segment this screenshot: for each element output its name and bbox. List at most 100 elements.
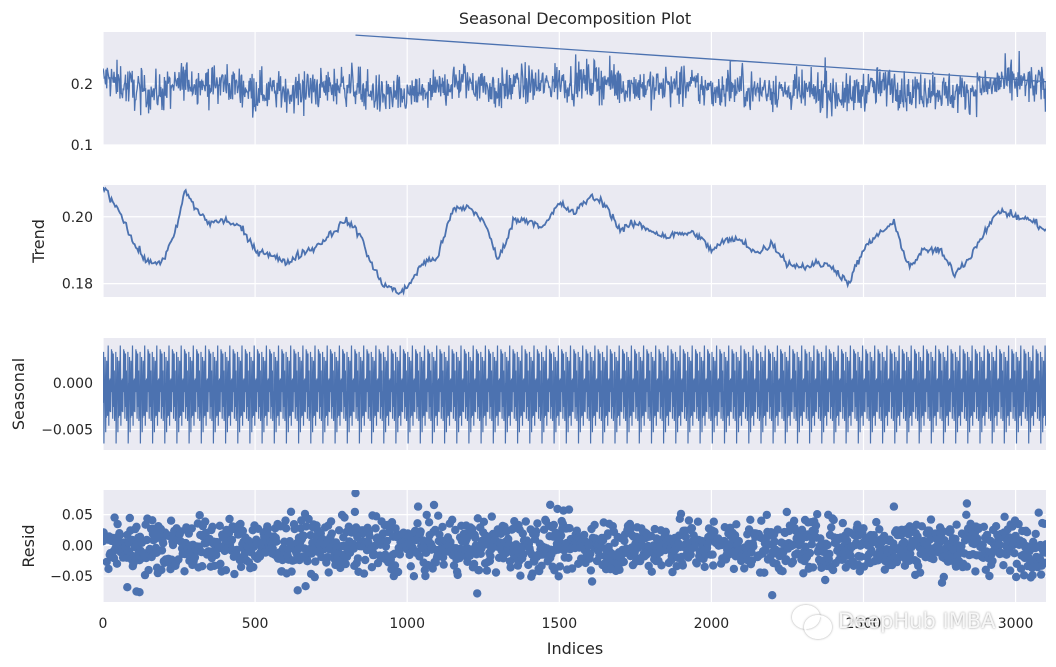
resid-point <box>351 490 360 498</box>
resid-point <box>142 535 151 545</box>
resid-point <box>190 553 200 562</box>
resid-point <box>198 562 207 571</box>
resid-point <box>549 520 558 530</box>
resid-point <box>225 514 234 524</box>
resid-point <box>148 516 157 525</box>
resid-point <box>709 517 718 526</box>
resid-point <box>875 525 884 534</box>
resid-point <box>353 554 363 563</box>
resid-point <box>227 535 237 545</box>
resid-point <box>710 527 719 536</box>
resid-point <box>294 544 303 554</box>
resid-point <box>123 583 132 592</box>
resid-point <box>371 524 380 533</box>
resid-point <box>438 553 448 562</box>
resid-point <box>473 514 482 523</box>
y-tick-label: −0.005 <box>41 422 93 438</box>
resid-point <box>761 546 770 555</box>
resid-point <box>778 567 787 576</box>
resid-point <box>112 559 122 568</box>
y-axis-title: Resid <box>19 524 38 567</box>
resid-point <box>236 519 245 529</box>
resid-point <box>281 524 291 533</box>
resid-point <box>195 511 204 520</box>
resid-point <box>506 563 515 572</box>
resid-point <box>1040 558 1046 567</box>
resid-point <box>567 564 577 573</box>
resid-point <box>1034 508 1043 517</box>
x-tick-label: 1500 <box>541 616 577 632</box>
resid-point <box>770 537 779 546</box>
resid-point <box>187 524 196 533</box>
resid-point <box>1041 540 1046 549</box>
resid-point <box>554 572 563 581</box>
resid-point <box>303 557 312 566</box>
resid-point <box>686 550 695 559</box>
resid-point <box>281 516 290 525</box>
resid-point <box>519 550 528 559</box>
resid-point <box>293 586 302 595</box>
resid-point <box>872 517 881 527</box>
resid-point <box>113 519 122 529</box>
resid-point <box>438 522 447 532</box>
resid-point <box>827 523 836 532</box>
resid-point <box>856 552 866 561</box>
x-tick-label: 1000 <box>389 616 425 632</box>
resid-point <box>906 549 915 558</box>
y-axis-title: Seasonal <box>9 358 28 430</box>
resid-point <box>367 563 377 572</box>
resid-point <box>1016 564 1026 573</box>
plot-area <box>103 186 1046 296</box>
resid-point <box>580 530 589 540</box>
resid-point <box>939 527 948 536</box>
resid-point <box>684 516 694 525</box>
resid-point <box>230 569 239 579</box>
resid-point <box>390 561 400 570</box>
resid-point <box>157 546 167 555</box>
resid-point <box>465 551 475 560</box>
resid-point <box>929 554 938 564</box>
resid-point <box>424 518 434 527</box>
trend-line <box>103 186 1046 296</box>
resid-point <box>676 509 686 519</box>
resid-point <box>789 516 799 525</box>
resid-point <box>435 530 444 539</box>
panels-group: 0.10.20.180.20Trend−0.0050.000Seasonal−0… <box>9 32 1046 632</box>
y-tick-label: −0.05 <box>50 569 93 585</box>
x-tick-label: 2000 <box>694 616 730 632</box>
panel-observed: 0.1 0.2 <box>71 32 1046 154</box>
resid-point <box>859 524 868 533</box>
resid-point <box>962 499 972 508</box>
resid-point <box>201 517 210 526</box>
resid-point <box>301 582 310 591</box>
y-tick-label: 0.20 <box>62 210 93 226</box>
resid-point <box>382 536 392 546</box>
resid-point <box>372 512 381 521</box>
resid-point <box>828 565 838 575</box>
resid-point <box>238 526 248 535</box>
resid-point <box>952 520 961 529</box>
x-tick-label: 0 <box>99 616 108 632</box>
resid-point <box>734 536 743 546</box>
resid-point <box>946 526 955 536</box>
resid-point <box>988 556 997 566</box>
resid-point <box>327 529 336 538</box>
resid-point <box>1019 571 1029 580</box>
resid-point <box>471 533 480 543</box>
resid-point <box>1041 548 1046 557</box>
resid-point <box>1000 512 1009 521</box>
resid-point <box>533 519 542 528</box>
resid-point <box>556 531 566 540</box>
x-tick-label: 3000 <box>998 616 1034 632</box>
resid-point <box>978 540 987 550</box>
resid-point <box>416 527 425 536</box>
resid-point <box>1040 519 1046 528</box>
resid-point <box>620 536 629 546</box>
resid-point <box>429 500 439 510</box>
resid-point <box>261 548 270 557</box>
resid-point <box>962 562 972 571</box>
resid-point <box>413 519 422 528</box>
resid-point <box>590 520 599 530</box>
